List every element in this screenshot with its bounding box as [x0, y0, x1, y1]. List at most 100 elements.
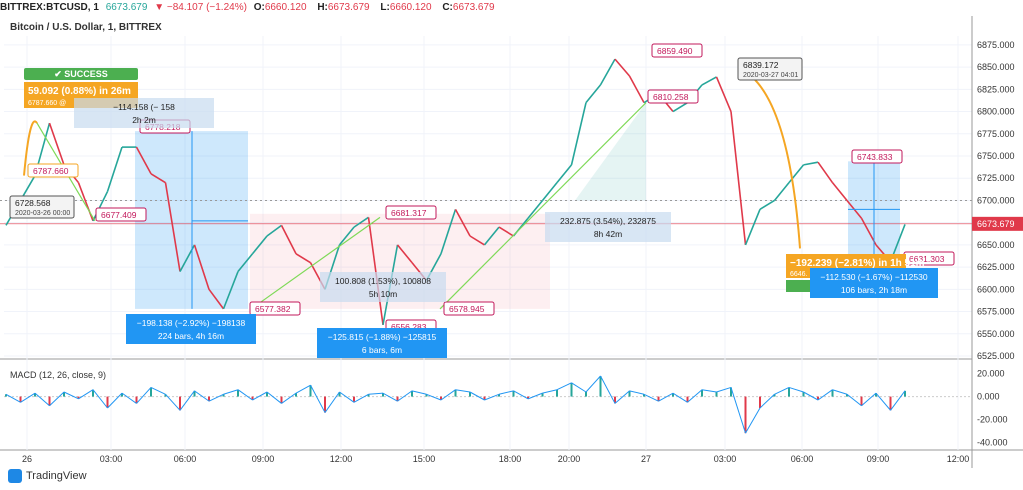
price-axis[interactable]: 6875.000 6850.000 6825.000 6800.000 6775.000…: [977, 40, 1015, 361]
y-tick-label: 6525.000: [977, 351, 1015, 361]
y-tick-label: 6550.000: [977, 329, 1015, 339]
x-tick-label: 18:00: [499, 454, 522, 464]
macd-line: [353, 393, 369, 403]
range-info-line1: −114.158 (− 158: [113, 102, 175, 112]
annotation-box: [647, 89, 699, 104]
symbol-name[interactable]: BITTREX:BTCUSD, 1: [0, 2, 99, 13]
price-segment: [831, 182, 848, 201]
annotation-label: 6677.409: [101, 210, 137, 220]
price-segment: [396, 244, 413, 264]
macd-line: [150, 386, 166, 395]
price-segment: [251, 235, 268, 255]
chart-title: Bitcoin / U.S. Dollar, 1, BITTREX: [10, 22, 162, 33]
range-info-line1: −125.815 (−1.88%) −125815: [328, 332, 437, 342]
macd-line: [556, 382, 572, 391]
price-segment: [77, 182, 94, 222]
macd-line: [368, 392, 384, 395]
annotation-box: [27, 163, 79, 178]
macd-line: [49, 391, 65, 407]
x-tick-label: 06:00: [791, 454, 814, 464]
x-tick-label: 27: [641, 454, 651, 464]
macd-line: [295, 384, 311, 394]
macd-line: [121, 392, 137, 404]
macd-line: [701, 389, 717, 393]
macd-line: [542, 389, 558, 394]
macd-line: [571, 382, 587, 393]
price-segment: [295, 253, 311, 264]
price-segment: [150, 173, 166, 184]
y-tick-label: 6575.000: [977, 307, 1015, 317]
macd-line: [179, 390, 195, 411]
macd-line: [527, 392, 543, 400]
x-tick-label: 09:00: [252, 454, 275, 464]
macd-title: MACD (12, 26, close, 9): [10, 370, 106, 380]
macd-line: [281, 392, 297, 404]
price-change: ▼ −84.107 (−1.24%): [154, 2, 247, 13]
macd-line: [194, 390, 210, 402]
macd-line: [730, 387, 746, 434]
macd-line: [875, 392, 891, 411]
price-segment: [237, 253, 254, 273]
y-tick-label: 6775.000: [977, 129, 1015, 139]
price-segment: [483, 226, 500, 246]
annotation-box: [385, 205, 437, 220]
time-axis[interactable]: 26 03:00 06:00 09:00 12:00 15:00 18:00 20:00 27 0…: [22, 454, 969, 464]
annotation-box: [443, 301, 495, 316]
macd-y-tick: -20.000: [977, 414, 1008, 424]
loss-box-text: −192.239 (−2.81%) in 1h 51m: [790, 258, 925, 269]
loss-badge: [786, 280, 816, 292]
macd-line: [136, 387, 152, 404]
tradingview-logo[interactable]: TradingView: [8, 469, 87, 483]
macd-line: [832, 389, 848, 395]
x-tick-label: 12:00: [330, 454, 353, 464]
price-segment: [498, 226, 514, 237]
price-segment: [440, 209, 457, 255]
macd-line: [411, 390, 427, 395]
ohlc-close: C:6673.679: [442, 2, 495, 13]
macd-y-tick: 20.000: [977, 369, 1005, 379]
macd-line: [513, 390, 529, 400]
annotation-box: [851, 149, 903, 164]
price-segment: [628, 75, 645, 104]
macd-line: [397, 390, 413, 402]
macd-line: [20, 392, 36, 403]
price-label-bg: [972, 216, 1023, 231]
price-chart[interactable]: Bitcoin / U.S. Dollar, 1, BITTREX MACD (…: [0, 16, 1023, 486]
range-info-box: [74, 98, 214, 128]
price-segment: [106, 146, 123, 192]
price-segment: [672, 101, 688, 113]
x-tick-label: 26: [22, 454, 32, 464]
macd-line: [484, 393, 500, 401]
price-segment: [759, 199, 775, 211]
annotation-sub: 2020-03-27 04:01: [743, 72, 798, 79]
range-info-box: [320, 272, 446, 302]
y-tick-label: 6750.000: [977, 151, 1015, 161]
x-tick-label: 20:00: [558, 454, 581, 464]
curve-2: [751, 76, 801, 249]
last-price: 6673.679: [105, 2, 148, 13]
success-badge: [24, 68, 138, 80]
price-segment: [715, 76, 732, 112]
range-info-line2: 8h 42m: [594, 229, 622, 239]
macd-line: [78, 389, 94, 400]
annotation-label: 6578.945: [449, 304, 485, 314]
price-segment: [730, 111, 747, 245]
price-segment: [280, 224, 297, 255]
annotation-box: [737, 57, 803, 81]
price-segment: [48, 122, 65, 166]
annotation-label: 6859.490: [657, 46, 693, 56]
price-segment: [193, 244, 210, 290]
price-segment: [773, 182, 790, 201]
price-segment: [353, 216, 369, 228]
y-tick-label: 6725.000: [977, 173, 1015, 183]
y-tick-label: 6650.000: [977, 240, 1015, 250]
range-info-line2: 2h 2m: [132, 115, 156, 125]
price-segment: [92, 191, 109, 222]
annotation-label: 6681.317: [391, 208, 427, 218]
price-segment: [541, 182, 558, 201]
range-info-line1: −198.138 (−2.92%) −198138: [137, 318, 246, 328]
macd-line: [92, 389, 108, 409]
price-segment: [817, 161, 834, 184]
range-info-line2: 5h 10m: [369, 289, 397, 299]
macd-line: [846, 393, 862, 407]
